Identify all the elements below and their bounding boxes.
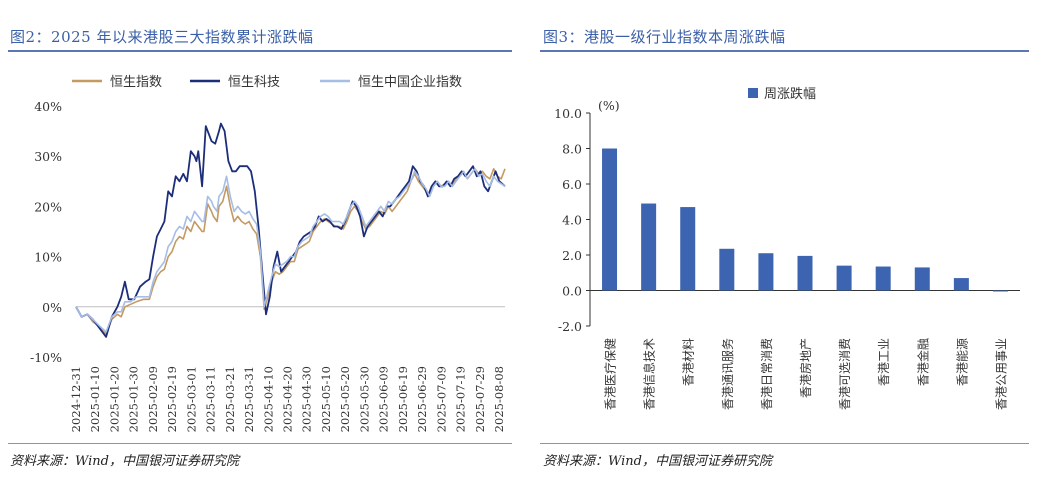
x-tick-label: 2025-02-09 (146, 366, 160, 432)
x-tick-label: 2025-03-31 (242, 366, 256, 432)
category-label: 香港工业 (877, 338, 891, 386)
category-label: 香港能源 (955, 338, 969, 386)
legend-label: 恒生中国企业指数 (358, 74, 462, 90)
bar-4 (719, 248, 735, 291)
y-tick-label: 10% (34, 250, 62, 265)
line-chart: 恒生指数 恒生科技 恒生中国企业指数 -10% 0% 10% 20% 30% 40% 2024-1… (30, 74, 506, 432)
x-tick-label: 2025-03-01 (184, 366, 198, 432)
category-label: 香港信息技术 (642, 338, 657, 410)
x-tick-label: 2025-05-20 (338, 366, 352, 432)
left-source-note: 资料来源：Wind，中国银河证券研究院 (10, 454, 239, 469)
x-tick-label: 2025-05-30 (357, 366, 371, 432)
legend-label: 恒生指数 (110, 75, 162, 90)
x-tick-label: 2025-03-11 (204, 366, 218, 432)
x-tick-label: 2025-04-20 (281, 366, 295, 432)
category-label: 香港医疗保健 (604, 338, 618, 410)
category-label: 香港可选消费 (838, 338, 852, 410)
left-chart-title: 图2：2025 年以来港股三大指数累计涨跌幅 (10, 28, 314, 46)
bar-8 (875, 266, 891, 291)
legend-label: 周涨跌幅 (764, 86, 816, 102)
left-title-rule (8, 50, 512, 52)
y-tick-label: 0% (42, 300, 62, 315)
y-tick-label: 10.0 (554, 106, 582, 121)
series-line-3 (75, 168, 506, 333)
left-bottom-rule (8, 443, 512, 444)
bar-2 (641, 203, 657, 291)
bar-5 (758, 253, 774, 291)
x-tick-label: 2025-04-10 (261, 366, 275, 432)
x-tick-label: 2025-04-30 (300, 366, 314, 432)
y-tick-label: 40% (34, 99, 62, 114)
y-tick-label: 4.0 (562, 213, 582, 228)
x-tick-label: 2025-06-09 (377, 366, 391, 432)
bar-1 (602, 148, 618, 291)
y-tick-label: 0.0 (562, 284, 582, 299)
bar-3 (680, 207, 696, 291)
bar-7 (836, 265, 852, 291)
category-label: 香港公用事业 (994, 338, 1008, 410)
x-tick-label: 2025-06-19 (396, 366, 410, 432)
x-tick-label: 2025-07-09 (434, 366, 448, 432)
category-label: 香港材料 (682, 338, 696, 386)
bar-9 (914, 267, 930, 291)
x-tick-label: 2024-12-31 (69, 366, 83, 432)
y-tick-label: 20% (34, 199, 62, 214)
x-tick-label: 2025-01-30 (127, 366, 141, 432)
x-tick-label: 2025-07-29 (473, 366, 487, 432)
y-tick-label: -10% (30, 350, 62, 365)
series-line-2 (75, 122, 506, 338)
x-tick-label: 2025-07-19 (454, 366, 468, 432)
bar-6 (797, 255, 813, 291)
y-tick-label: 2.0 (562, 248, 582, 263)
right-title-rule (540, 50, 1029, 52)
y-tick-label: 8.0 (562, 142, 582, 157)
x-tick-label: 2025-05-10 (319, 366, 333, 432)
x-tick-label: 2025-02-19 (165, 366, 179, 432)
legend-label: 恒生科技 (228, 75, 280, 90)
x-tick-label: 2025-06-29 (415, 366, 429, 432)
bar-10 (953, 278, 969, 291)
right-bottom-rule (540, 443, 1029, 444)
series-line-1 (75, 168, 506, 336)
y-tick-label: 6.0 (562, 177, 582, 192)
legend-swatch (748, 88, 758, 98)
x-tick-label: 2025-01-10 (88, 366, 102, 432)
x-tick-label: 2025-08-08 (492, 366, 506, 432)
category-label: 香港房地产 (798, 338, 813, 398)
bar-chart: 周涨跌幅 (%) -2.0 0.0 2.0 4.0 6.0 8.0 10.0 香港医疗保健 香港信息… (554, 86, 1020, 410)
right-source-note: 资料来源：Wind，中国银河证券研究院 (543, 454, 772, 469)
category-label: 香港金融 (915, 338, 930, 386)
right-chart-title: 图3：港股一级行业指数本周涨跌幅 (543, 28, 786, 46)
y-tick-label: -2.0 (558, 319, 582, 334)
y-tick-label: 30% (34, 149, 62, 164)
category-label: 香港日常消费 (760, 338, 774, 410)
bar-11 (992, 290, 1008, 292)
x-tick-label: 2025-01-20 (107, 366, 121, 432)
x-tick-label: 2025-03-21 (223, 366, 237, 432)
category-label: 香港通讯服务 (720, 338, 735, 410)
y-unit-label: (%) (598, 98, 620, 113)
